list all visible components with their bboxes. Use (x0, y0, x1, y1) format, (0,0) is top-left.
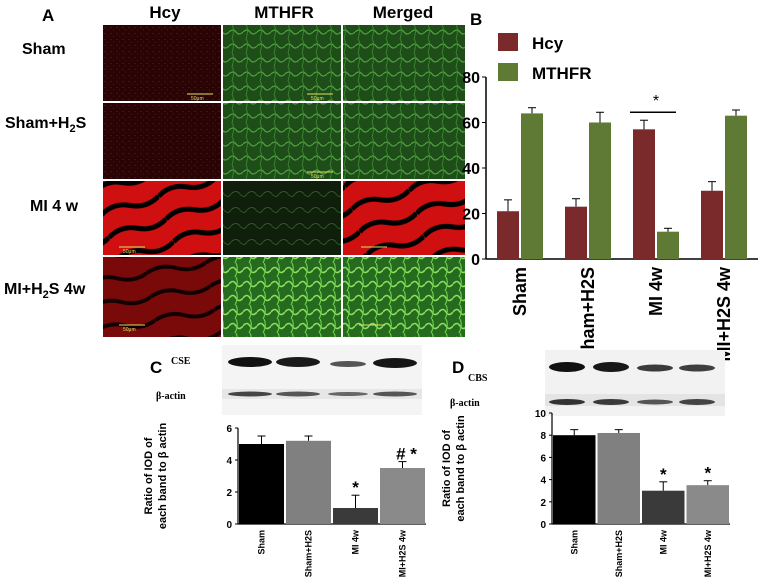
panel-a-letter: A (42, 6, 55, 25)
legend-label-mthfr: MTHFR (532, 64, 591, 83)
category-label-sham-h2s: Sham+H2S (304, 530, 314, 577)
tile-mi-h2s-merged (343, 257, 465, 337)
category-label-mi-4w: MI 4w (351, 529, 361, 555)
blot-d-label-cbs: CBS (468, 373, 488, 384)
bar-hcy-mi-4w (633, 129, 655, 259)
tile-sham-hcy (103, 25, 221, 101)
tile-mi-h2s-mthfr (223, 257, 341, 337)
bar-sham (553, 435, 596, 524)
tile-mi-hcy (103, 181, 221, 255)
category-label-sham: Sham (257, 530, 267, 555)
legend-swatch-mthfr (498, 63, 518, 81)
bar-hcy-sham-h2s (565, 206, 587, 259)
bar-mthfr-sham-h2s (589, 122, 611, 259)
tile-mi-mthfr (223, 181, 341, 255)
tile-mi-merged (343, 181, 465, 255)
tile-mi-h2s-hcy (103, 257, 221, 337)
y-tick-label: 6 (540, 453, 546, 464)
significance-mark: * (660, 465, 667, 484)
svg-text:50μm: 50μm (311, 174, 324, 180)
western-blot-c (222, 345, 422, 415)
panel-d-letter: D (452, 358, 465, 377)
tile-sham-h2s-hcy (103, 103, 221, 179)
bar-sham-h2s (286, 440, 331, 524)
y-tick-label: 8 (540, 431, 546, 442)
bar-mthfr-sham (521, 113, 543, 260)
chart-d: 0 2 4 6 8 10 Sham Sham+H2S MI 4w MI+H2S 4w * * Ratio… (441, 409, 730, 577)
y-tick-label: 60 (462, 116, 480, 133)
micrograph-grid: 50μm 50μm 50μm 50μm 50μm (103, 25, 465, 337)
y-tick-label: 0 (471, 252, 480, 269)
category-label-mi-h2s-4w: MI+H2S 4w (703, 529, 713, 577)
chart-c: 0 2 4 6 Sham Sham+H2S MI 4w MI+H2S 4w * # * Ratio … (143, 423, 426, 577)
bar-sham-h2s (597, 432, 640, 524)
blot-c-label-actin: β-actin (156, 391, 186, 402)
significance-mark: * (704, 464, 711, 483)
row-label-mi-4w: MI 4 w (30, 198, 79, 215)
tile-sham-h2s-merged (343, 103, 465, 179)
bar-mthfr-mi-4w (657, 231, 679, 259)
y-tick-label: 0 (540, 520, 546, 531)
bar-mi-4w (642, 490, 685, 524)
category-label-mi-4w: MI 4w (658, 529, 668, 555)
significance-mark: * (352, 478, 359, 497)
y-tick-label: 40 (462, 161, 480, 178)
svg-text:50μm: 50μm (311, 96, 324, 102)
category-label-sham: Sham (510, 267, 530, 316)
panel-b-letter: B (470, 10, 483, 29)
legend-label-hcy: Hcy (532, 34, 564, 53)
y-tick-label: 0 (226, 520, 232, 531)
category-label-sham-h2s: Sham+H2S (578, 267, 598, 362)
significance-mark: # * (396, 445, 417, 464)
row-label-mi-h2s-4w: MI+H2S 4w (4, 281, 86, 302)
row-label-sham-h2s: Sham+H2S (5, 115, 87, 136)
y-axis-label-line-2: each band to β actin (157, 423, 169, 530)
panel-c-letter: C (150, 358, 163, 377)
column-header-hcy: Hcy (149, 3, 181, 22)
y-axis-label-line-1: Ratio of IOD of (143, 437, 155, 514)
scale-bars (119, 93, 387, 326)
blot-d-label-actin: β-actin (450, 398, 480, 409)
svg-text:50μm: 50μm (123, 249, 136, 255)
bar-mi-h2s-4w (380, 468, 425, 524)
bar-sham (239, 444, 284, 524)
y-tick-label: 2 (226, 488, 232, 499)
y-axis-label-line-1: Ratio of IOD of (441, 430, 453, 507)
bar-hcy-mi-h2s-4w (701, 190, 723, 259)
y-tick-label: 2 (540, 498, 546, 509)
scale-bar-labels: 50μm 50μm 50μm 50μm 50μm (123, 96, 324, 333)
tile-sham-h2s-mthfr (223, 103, 341, 179)
chart-b: 0 20 40 60 80 Sham Sham+H2S MI 4w MI+H2S 4w * Hcy M… (462, 33, 758, 362)
category-label-mi-h2s-4w: MI+H2S 4w (714, 266, 734, 362)
tile-sham-merged (343, 25, 465, 101)
blot-c-label-cse: CSE (171, 356, 191, 367)
significance-star: * (653, 93, 659, 110)
svg-text:50μm: 50μm (191, 96, 204, 102)
y-tick-label: 20 (462, 207, 480, 224)
bar-mthfr-mi-h2s-4w (725, 115, 747, 259)
tile-sham-mthfr (223, 25, 341, 101)
category-label-mi-4w: MI 4w (646, 266, 666, 316)
western-blot-d (545, 350, 725, 416)
y-axis-label-line-2: each band to β actin (455, 415, 467, 522)
bar-hcy-sham (497, 211, 519, 259)
y-tick-label: 4 (226, 456, 232, 467)
bar-mi-h2s-4w (686, 485, 729, 524)
y-tick-label: 10 (535, 409, 547, 420)
row-label-sham: Sham (22, 41, 66, 58)
column-header-merged: Merged (372, 3, 434, 22)
category-label-sham-h2s: Sham+H2S (614, 530, 624, 577)
y-tick-label: 6 (226, 424, 232, 435)
category-label-sham: Sham (569, 530, 579, 555)
y-tick-label: 80 (462, 70, 480, 87)
svg-text:50μm: 50μm (123, 327, 136, 333)
column-header-mthfr: MTHFR (254, 3, 314, 22)
legend-swatch-hcy (498, 33, 518, 51)
y-tick-label: 4 (540, 476, 546, 487)
bar-mi-4w (333, 508, 378, 524)
category-label-mi-h2s-4w: MI+H2S 4w (398, 529, 408, 577)
